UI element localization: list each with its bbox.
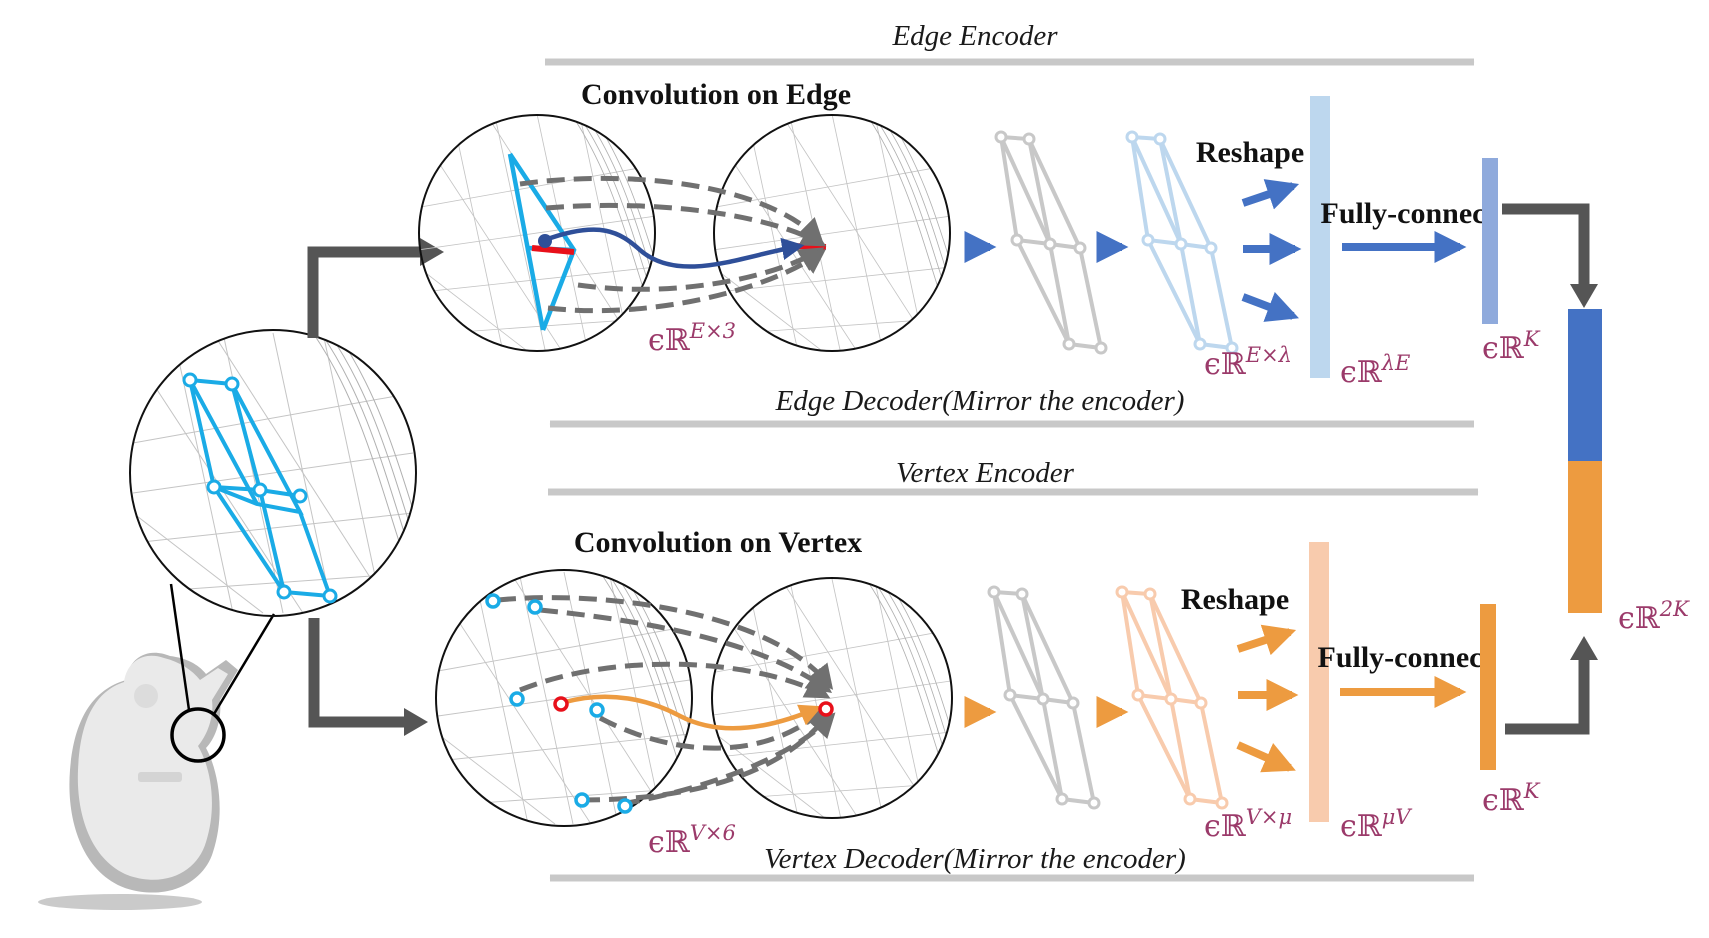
math-vertex-flat: ϵℝμV [1340,805,1412,844]
split-arrow-edge [307,238,444,338]
edge-reshape-label: Reshape [1196,136,1304,169]
math-concat: ϵℝ2K [1618,597,1690,636]
vertex-fc-label: Fully-connect [1318,641,1493,674]
split-arrow-vertex [308,618,428,736]
math-edge-latent: ϵℝK [1482,327,1541,366]
edge-mesh-blue [1125,130,1239,355]
vertex-neighbor-arrows [497,595,836,807]
edge-neighbor-arrows [519,175,827,314]
vertex-conv-path [553,694,834,731]
concat-bar-edge [1568,309,1602,461]
vertex-flat-vector [1309,542,1329,822]
edge-mesh-gray [994,130,1108,355]
vertex-neighbor-points [485,593,633,814]
edge-conv-path [538,227,805,269]
edge-decoder-label: Edge Decoder(Mirror the encoder) [775,385,1185,417]
edge-encoder-label: Edge Encoder [891,20,1058,52]
concat-bar-vertex [1568,461,1602,613]
vertex-decoder-guide: Vertex Decoder(Mirror the encoder) [549,843,1474,882]
vertex-mesh-orange [1115,585,1229,810]
math-vertex-latent: ϵℝK [1482,779,1541,818]
edge-conv-circle-input [418,114,656,352]
zoomed-mesh-circle [129,329,417,617]
vertex-latent-vector [1480,604,1496,770]
math-vertex-input: ϵℝV×6 [648,821,736,860]
edge-reshape-arrows [1241,179,1302,322]
math-edge-flat: ϵℝλE [1340,351,1410,390]
vertex-reshape-label: Reshape [1181,583,1289,616]
vertex-conv-circle-output [711,577,953,819]
math-vertex-feat: ϵℝV×μ [1204,805,1292,844]
edge-decoder-guide: Edge Decoder(Mirror the encoder) [549,385,1474,428]
vertex-mesh-gray [987,585,1101,810]
math-edge-input: ϵℝE×3 [648,319,736,358]
vertex-encoder-guide: Vertex Encoder [548,457,1479,496]
edge-latent-vector [1482,158,1498,324]
guitar-3d-model-icon [38,583,276,910]
math-edge-feat: ϵℝE×λ [1204,343,1292,382]
conv-vertex-title: Convolution on Vertex [574,526,862,559]
vertex-to-concat-arrow [1505,636,1598,735]
vertex-conv-circle-input [435,569,693,827]
edge-flat-vector [1310,96,1330,378]
vertex-reshape-arrows [1236,624,1299,773]
vertex-decoder-label: Vertex Decoder(Mirror the encoder) [764,843,1186,875]
edge-conv-circle-output [713,114,951,352]
conv-edge-title: Convolution on Edge [581,78,851,111]
edge-fc-label: Fully-connect [1321,197,1496,230]
edge-to-concat-arrow [1502,203,1598,308]
edge-encoder-guide: Edge Encoder [545,20,1475,66]
vertex-encoder-label: Vertex Encoder [896,457,1075,489]
